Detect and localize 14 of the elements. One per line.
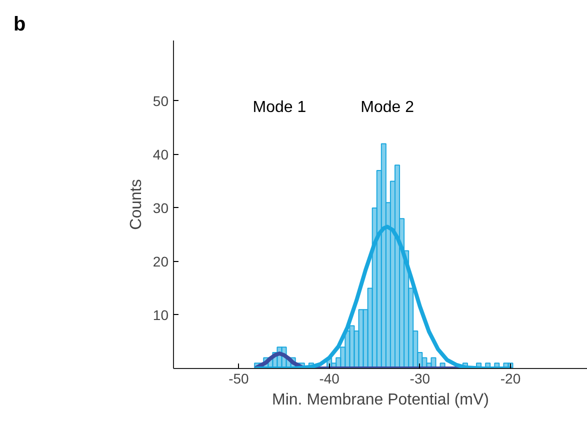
chart-title: b bbox=[14, 14, 26, 36]
y-tick-label: 30 bbox=[152, 200, 169, 216]
annotation: Mode 2 bbox=[360, 98, 414, 116]
x-tick-label: -40 bbox=[319, 370, 340, 386]
x-axis-title: Min. Membrane Potential (mV) bbox=[272, 392, 489, 408]
y-tick-label: 10 bbox=[152, 306, 169, 323]
x-tick-label: -20 bbox=[500, 370, 521, 386]
y-tick-label: 40 bbox=[152, 146, 169, 162]
annotation: Mode 1 bbox=[252, 98, 306, 116]
y-tick-label: 50 bbox=[152, 92, 169, 109]
x-tick-label: -30 bbox=[410, 370, 430, 386]
y-axis-title: Counts bbox=[128, 179, 145, 230]
x-tick-label: -50 bbox=[228, 370, 250, 386]
y-tick-label: 20 bbox=[152, 253, 169, 270]
